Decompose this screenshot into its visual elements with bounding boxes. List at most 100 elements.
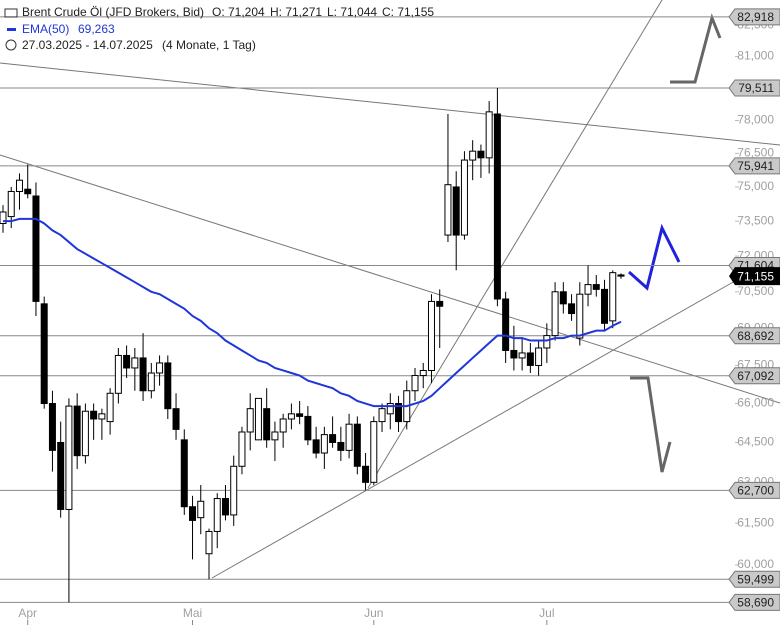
candle-body (32, 195, 40, 302)
candle-body (15, 179, 23, 192)
level-label: 58,690 (737, 596, 774, 610)
candle-body (180, 439, 188, 508)
candle-body (213, 498, 221, 532)
trend-line (211, 280, 736, 579)
level-label-box (728, 79, 780, 97)
candle-body (131, 357, 139, 369)
candle-body (609, 272, 617, 322)
candle-body (312, 439, 320, 454)
candle-body (24, 188, 32, 195)
candle-body (337, 441, 345, 451)
candle-body (123, 354, 131, 369)
y-tick-label: 60,000 (737, 557, 774, 571)
projection-arrow (630, 376, 672, 473)
candle-body (197, 500, 205, 519)
plot: 60,00061,50063,00064,50066,00067,50069,0… (0, 8, 780, 625)
candle-body (81, 410, 89, 457)
candle-body (7, 190, 15, 218)
trend-line (0, 154, 780, 404)
candle-body (584, 284, 592, 295)
candle-body (114, 354, 122, 394)
candle-body (460, 159, 468, 236)
candle-body (48, 403, 56, 451)
y-tick-label: 64,500 (737, 435, 774, 449)
candle-body (296, 413, 304, 417)
y-tick-label: 73,500 (737, 213, 774, 227)
ohlc-high: H: 71,271 (270, 5, 322, 19)
level-label: 75,941 (737, 159, 774, 173)
level-label-box (728, 481, 780, 499)
y-tick-label: 61,500 (737, 515, 774, 529)
trend-line (0, 62, 780, 146)
candle-body (57, 441, 65, 510)
legend-label: EMA(50) (22, 22, 69, 36)
candle-body (221, 498, 229, 516)
level-label-box (728, 327, 780, 345)
candle-body (617, 274, 625, 277)
candle-body (411, 375, 419, 392)
ohlc-close: C: 71,155 (382, 5, 434, 19)
candle-body (601, 288, 609, 324)
candle-body (502, 298, 510, 351)
candle-body (98, 413, 106, 420)
y-tick-label: 66,000 (737, 396, 774, 410)
candle-body (230, 465, 238, 516)
ohlc-low: L: 71,044 (327, 5, 377, 19)
legend-value: 69,263 (78, 22, 115, 36)
candle-body (164, 362, 172, 410)
level-label-box (728, 593, 780, 611)
candle-body (543, 335, 551, 349)
level-label-box (728, 570, 780, 588)
candle-body (263, 408, 271, 441)
level-label-box (728, 367, 780, 385)
candle-body (329, 434, 337, 443)
candle-body (477, 150, 485, 159)
candle-body (568, 303, 576, 315)
candle-body (444, 184, 452, 236)
candle-body (246, 408, 254, 433)
level-label-box (728, 8, 780, 26)
price-labels: 82,91879,51175,94171,60468,69267,09262,7… (728, 8, 780, 611)
candle-body (378, 408, 386, 423)
candle-body (427, 300, 435, 371)
candle-body (254, 397, 262, 441)
candle-body (287, 413, 295, 420)
level-label: 79,511 (738, 81, 774, 95)
candle-body (518, 352, 526, 359)
candle-body (90, 410, 98, 420)
candle-body (469, 150, 477, 161)
level-label-box (728, 157, 780, 175)
x-tick-label: Apr (18, 606, 37, 620)
projection-arrow (628, 223, 681, 291)
legend-swatch (7, 28, 16, 31)
x-tick-label: Mai (183, 606, 202, 620)
y-tick-label: 70,500 (737, 284, 774, 298)
level-label: 68,692 (737, 329, 774, 343)
trend-line (367, 0, 663, 489)
candle-body (0, 211, 7, 224)
ohlc-open: O: 71,204 (212, 5, 265, 19)
duration: (4 Monate, 1 Tag) (162, 38, 256, 52)
level-label: 67,092 (737, 369, 774, 383)
candle-body (320, 434, 328, 454)
x-tick-label: Jul (539, 606, 554, 620)
y-tick-label: 75,000 (737, 179, 774, 193)
candle-body (65, 405, 73, 510)
candle-body (526, 352, 534, 366)
candle-body (106, 392, 114, 423)
candle-body (189, 506, 197, 521)
candle-body (156, 362, 164, 374)
candle-body (559, 291, 567, 305)
date-range: 27.03.2025 - 14.07.2025 (22, 38, 153, 52)
candle-body (386, 403, 394, 415)
candle-body (139, 357, 147, 392)
candle-body (592, 284, 600, 290)
last-price-label: 71,155 (737, 269, 774, 283)
candle-body (353, 423, 361, 467)
level-label: 62,700 (737, 484, 774, 498)
candle-body (40, 303, 48, 405)
candle-body (304, 415, 312, 441)
drawings (0, 0, 780, 579)
candle-body (485, 111, 493, 159)
